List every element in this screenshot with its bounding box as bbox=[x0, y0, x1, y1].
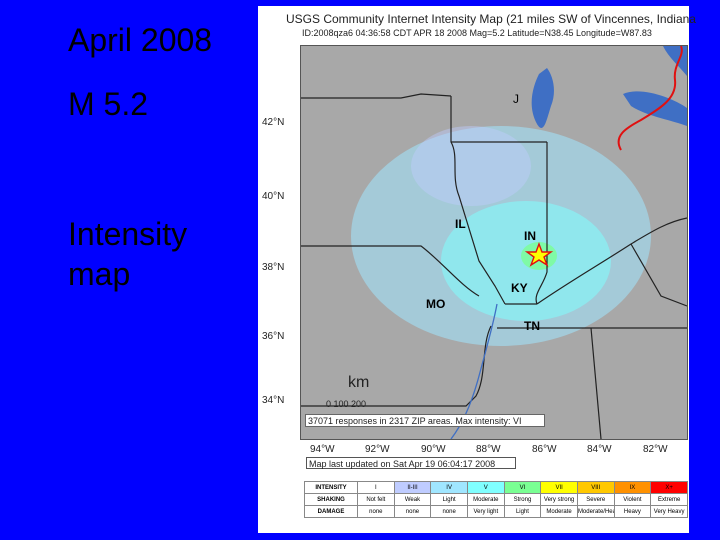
legend-row-head: DAMAGE bbox=[304, 505, 358, 518]
lon-label-94: 94°W bbox=[310, 444, 335, 455]
epicenter-star-icon bbox=[524, 242, 554, 267]
map-title: USGS Community Internet Intensity Map (2… bbox=[286, 12, 696, 26]
lat-label-38: 38°N bbox=[262, 262, 285, 273]
legend-cell: Light bbox=[430, 493, 468, 506]
lon-label-90: 90°W bbox=[421, 444, 446, 455]
scale-ticks: 0 100 200 bbox=[326, 399, 367, 409]
legend-cell: Moderate bbox=[466, 493, 505, 506]
state-label-ky: KY bbox=[511, 281, 528, 295]
state-label-mo: MO bbox=[426, 297, 446, 311]
legend-row: DAMAGE none none none Very light Light Moderat… bbox=[304, 505, 688, 518]
state-label-in: IN bbox=[524, 229, 536, 243]
legend-cell: Heavy bbox=[613, 505, 652, 518]
legend-row: INTENSITY I II-III IV V VI VII VIII IX X+ bbox=[304, 481, 688, 494]
legend-row: SHAKING Not felt Weak Light Moderate Strong Ve… bbox=[304, 493, 688, 506]
intensity-map-figure: USGS Community Internet Intensity Map (2… bbox=[258, 6, 696, 533]
state-borders bbox=[301, 93, 687, 439]
map-updated: Map last updated on Sat Apr 19 06:04:17 … bbox=[306, 457, 516, 469]
lon-label-88: 88°W bbox=[476, 444, 501, 455]
scale-unit: km bbox=[348, 374, 370, 391]
lake-erie bbox=[623, 91, 687, 126]
lat-label-36: 36°N bbox=[262, 331, 285, 342]
legend-cell: Severe bbox=[576, 493, 615, 506]
state-label-il: IL bbox=[455, 217, 466, 231]
legend-cell: Very light bbox=[466, 505, 505, 518]
slide-caption: Intensity map bbox=[68, 216, 188, 292]
legend-row-head: SHAKING bbox=[304, 493, 358, 506]
lat-label-34: 34°N bbox=[262, 395, 285, 406]
legend-cell: Light bbox=[503, 505, 542, 518]
legend-cell: Very strong bbox=[540, 493, 578, 506]
legend-cell: IX bbox=[613, 481, 652, 494]
lon-label-86: 86°W bbox=[532, 444, 557, 455]
state-label-tn: TN bbox=[524, 319, 540, 333]
legend-cell: Moderate bbox=[540, 505, 578, 518]
lon-label-92: 92°W bbox=[365, 444, 390, 455]
lat-label-40: 40°N bbox=[262, 191, 285, 202]
lon-label-84: 84°W bbox=[587, 444, 612, 455]
slide-magnitude: M 5.2 bbox=[68, 86, 149, 122]
legend-cell: none bbox=[430, 505, 468, 518]
lake-michigan bbox=[531, 68, 554, 128]
legend-cell: VII bbox=[540, 481, 578, 494]
legend-cell: none bbox=[393, 505, 432, 518]
legend-cell: I bbox=[357, 481, 395, 494]
lat-label-42: 42°N bbox=[262, 117, 285, 128]
legend-cell: Strong bbox=[503, 493, 542, 506]
legend-cell: V bbox=[466, 481, 505, 494]
map-area bbox=[300, 45, 688, 440]
legend-cell: VIII bbox=[576, 481, 615, 494]
intensity-legend: INTENSITY I II-III IV V VI VII VIII IX X+ SHAKING N… bbox=[304, 481, 688, 518]
intensity-contour bbox=[617, 46, 683, 151]
lon-label-82: 82°W bbox=[643, 444, 668, 455]
legend-cell: X+ bbox=[650, 481, 688, 494]
legend-cell: Not felt bbox=[357, 493, 395, 506]
legend-cell: Very Heavy bbox=[650, 505, 688, 518]
legend-cell: Moderate/Heavy bbox=[576, 505, 615, 518]
legend-cell: Weak bbox=[393, 493, 432, 506]
legend-cell: VI bbox=[503, 481, 542, 494]
legend-cell: IV bbox=[430, 481, 468, 494]
legend-cell: Violent bbox=[613, 493, 652, 506]
legend-cell: none bbox=[357, 505, 395, 518]
intensity-region-ii bbox=[411, 126, 531, 206]
legend-cell: II-III bbox=[393, 481, 432, 494]
lake-label: J bbox=[513, 92, 519, 106]
slide-date: April 2008 bbox=[68, 22, 213, 58]
legend-cell: Extreme bbox=[650, 493, 688, 506]
map-canvas bbox=[301, 46, 687, 439]
legend-row-head: INTENSITY bbox=[304, 481, 358, 494]
responses-caption: 37071 responses in 2317 ZIP areas. Max i… bbox=[305, 414, 545, 427]
map-subtitle: ID:2008qza6 04:36:58 CDT APR 18 2008 Mag… bbox=[302, 28, 652, 38]
